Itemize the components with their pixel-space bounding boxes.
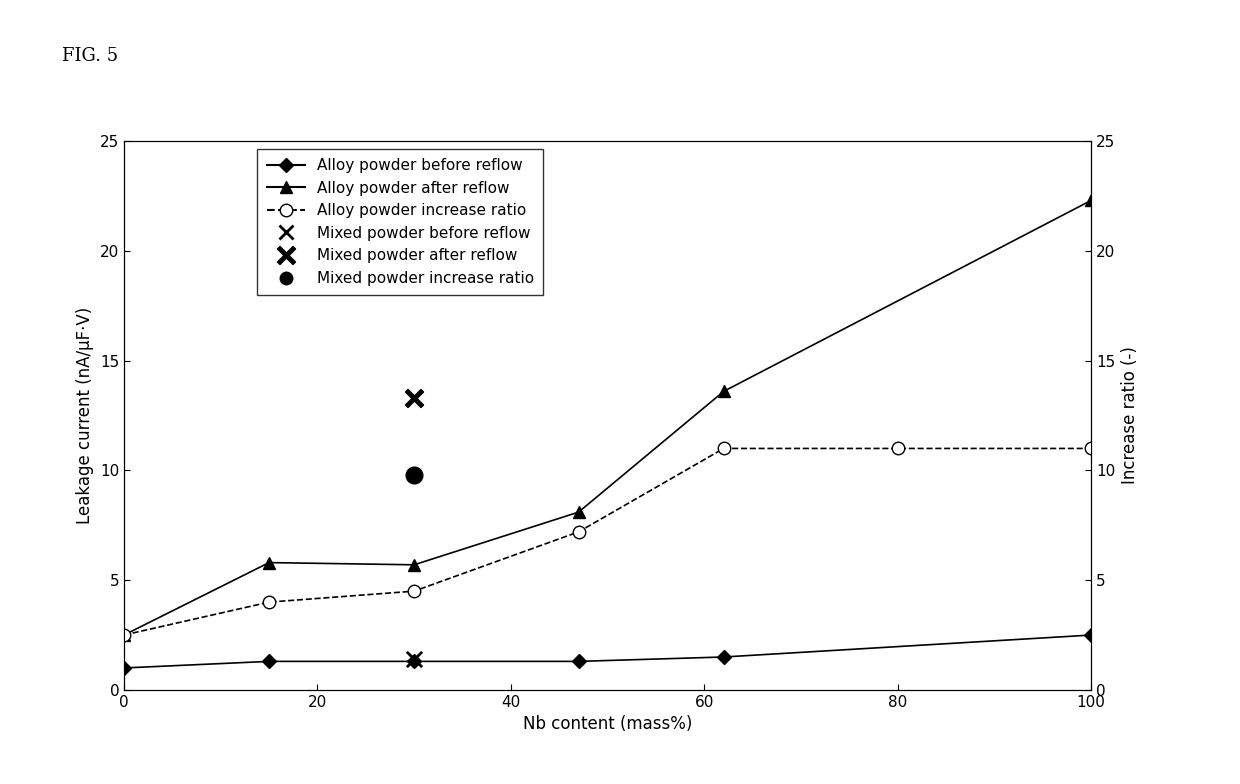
Alloy powder increase ratio [117,630,131,640]
Alloy powder before reflow [1084,630,1099,640]
Alloy powder after reflow [717,387,732,396]
Mixed powder increase ratio [404,469,424,481]
Line: Alloy powder after reflow: Alloy powder after reflow [119,195,1096,641]
Alloy powder after reflow [572,507,587,517]
Alloy powder before reflow [717,652,732,662]
Alloy powder after reflow [407,560,422,569]
Mixed powder before reflow [404,653,424,666]
Y-axis label: Leakage current (nA/μF·V): Leakage current (nA/μF·V) [77,307,94,524]
Alloy powder before reflow [572,657,587,666]
Legend: Alloy powder before reflow, Alloy powder after reflow, Alloy powder increase rat: Alloy powder before reflow, Alloy powder… [258,149,543,296]
Y-axis label: Increase ratio (-): Increase ratio (-) [1121,347,1138,485]
Line: Alloy powder increase ratio: Alloy powder increase ratio [118,442,1097,641]
Alloy powder increase ratio [262,597,277,607]
Alloy powder increase ratio [890,444,905,453]
Alloy powder before reflow [117,663,131,673]
Text: FIG. 5: FIG. 5 [62,47,118,65]
X-axis label: Nb content (mass%): Nb content (mass%) [523,715,692,733]
Alloy powder increase ratio [1084,444,1099,453]
Alloy powder before reflow [262,657,277,666]
Alloy powder increase ratio [717,444,732,453]
Alloy powder increase ratio [572,527,587,536]
Alloy powder increase ratio [407,586,422,596]
Alloy powder after reflow [117,630,131,640]
Alloy powder before reflow [407,657,422,666]
Line: Alloy powder before reflow: Alloy powder before reflow [119,630,1096,673]
Alloy powder after reflow [1084,196,1099,205]
Alloy powder after reflow [262,558,277,568]
